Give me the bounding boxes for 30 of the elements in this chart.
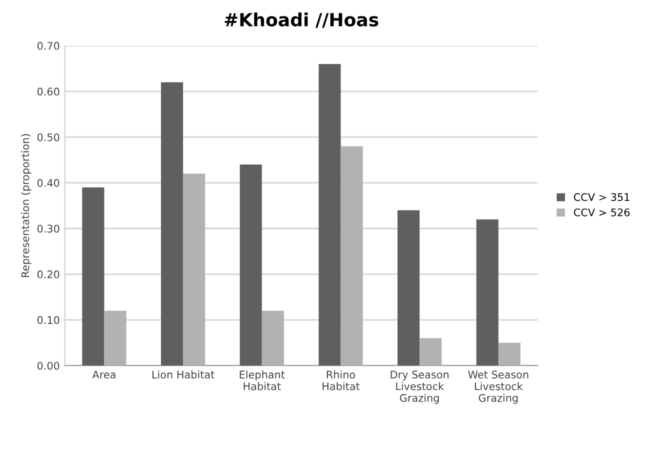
x-tick-label: Elephant Habitat <box>240 370 285 390</box>
bar <box>318 64 341 366</box>
y-tick-label: 0.40 <box>37 179 60 187</box>
bar <box>340 146 363 366</box>
y-tick-label: 0.10 <box>37 316 60 324</box>
bar <box>160 82 184 366</box>
y-tick-label: 0.00 <box>37 362 60 370</box>
bar <box>420 338 442 366</box>
y-tick-label: 0.20 <box>37 270 60 278</box>
legend-label: CCV > 526 <box>574 208 630 216</box>
legend-label: CCV > 351 <box>574 193 630 202</box>
bar <box>240 164 262 366</box>
chart-title: #Khoadi //Hoas <box>224 12 378 28</box>
bar <box>183 174 206 366</box>
bar <box>398 210 420 366</box>
x-tick-label: Dry Season Livestock Grazing <box>390 370 448 404</box>
bar <box>104 310 126 366</box>
x-tick-label: Lion Habitat <box>152 370 214 379</box>
y-tick-label: 0.30 <box>37 224 60 233</box>
bar <box>498 342 520 366</box>
bar <box>476 219 498 366</box>
x-tick-label: Rhino Habitat <box>322 370 360 390</box>
bar <box>262 310 284 366</box>
y-axis-title: Representation (proportion) <box>21 134 32 278</box>
y-tick-label: 0.70 <box>37 42 60 50</box>
y-tick-label: 0.60 <box>37 88 60 96</box>
x-tick-label: Area <box>92 370 116 379</box>
y-tick-label: 0.50 <box>37 133 60 142</box>
x-tick-label: Wet Season Livestock Grazing <box>468 370 528 404</box>
bar <box>82 187 104 366</box>
